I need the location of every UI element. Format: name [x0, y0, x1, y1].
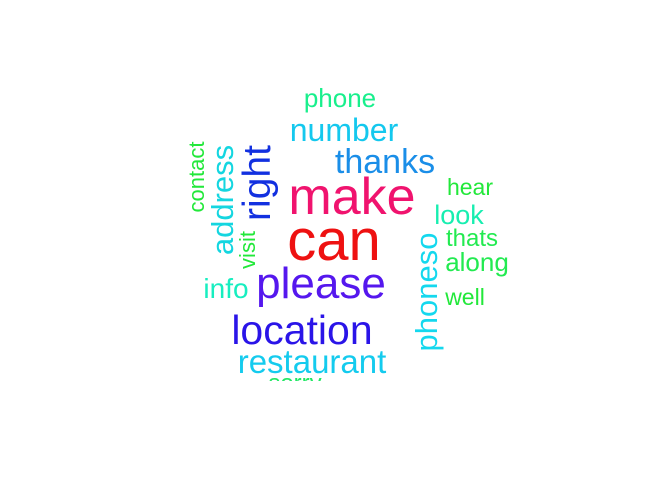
word-cloud-words: can make please location right thanks nu…	[184, 83, 509, 397]
word-restaurant: restaurant	[238, 343, 387, 380]
word-phoneso: phoneso	[409, 233, 444, 352]
word-info: info	[203, 273, 248, 304]
word-contact: contact	[184, 142, 209, 213]
word-visit: visit	[235, 231, 260, 269]
word-phone: phone	[304, 83, 376, 113]
word-please: please	[256, 259, 386, 308]
word-along: along	[445, 247, 509, 277]
word-hear: hear	[447, 174, 493, 200]
word-well: well	[444, 284, 485, 310]
word-can: can	[287, 208, 381, 273]
word-make: make	[288, 168, 415, 226]
word-look: look	[434, 200, 484, 230]
word-location: location	[231, 307, 372, 353]
word-sorry: sorry	[268, 370, 321, 397]
word-thats: thats	[446, 225, 498, 252]
word-number: number	[290, 112, 399, 148]
word-thanks: thanks	[335, 143, 435, 181]
word-address: address	[205, 145, 240, 255]
word-right: right	[236, 145, 279, 221]
